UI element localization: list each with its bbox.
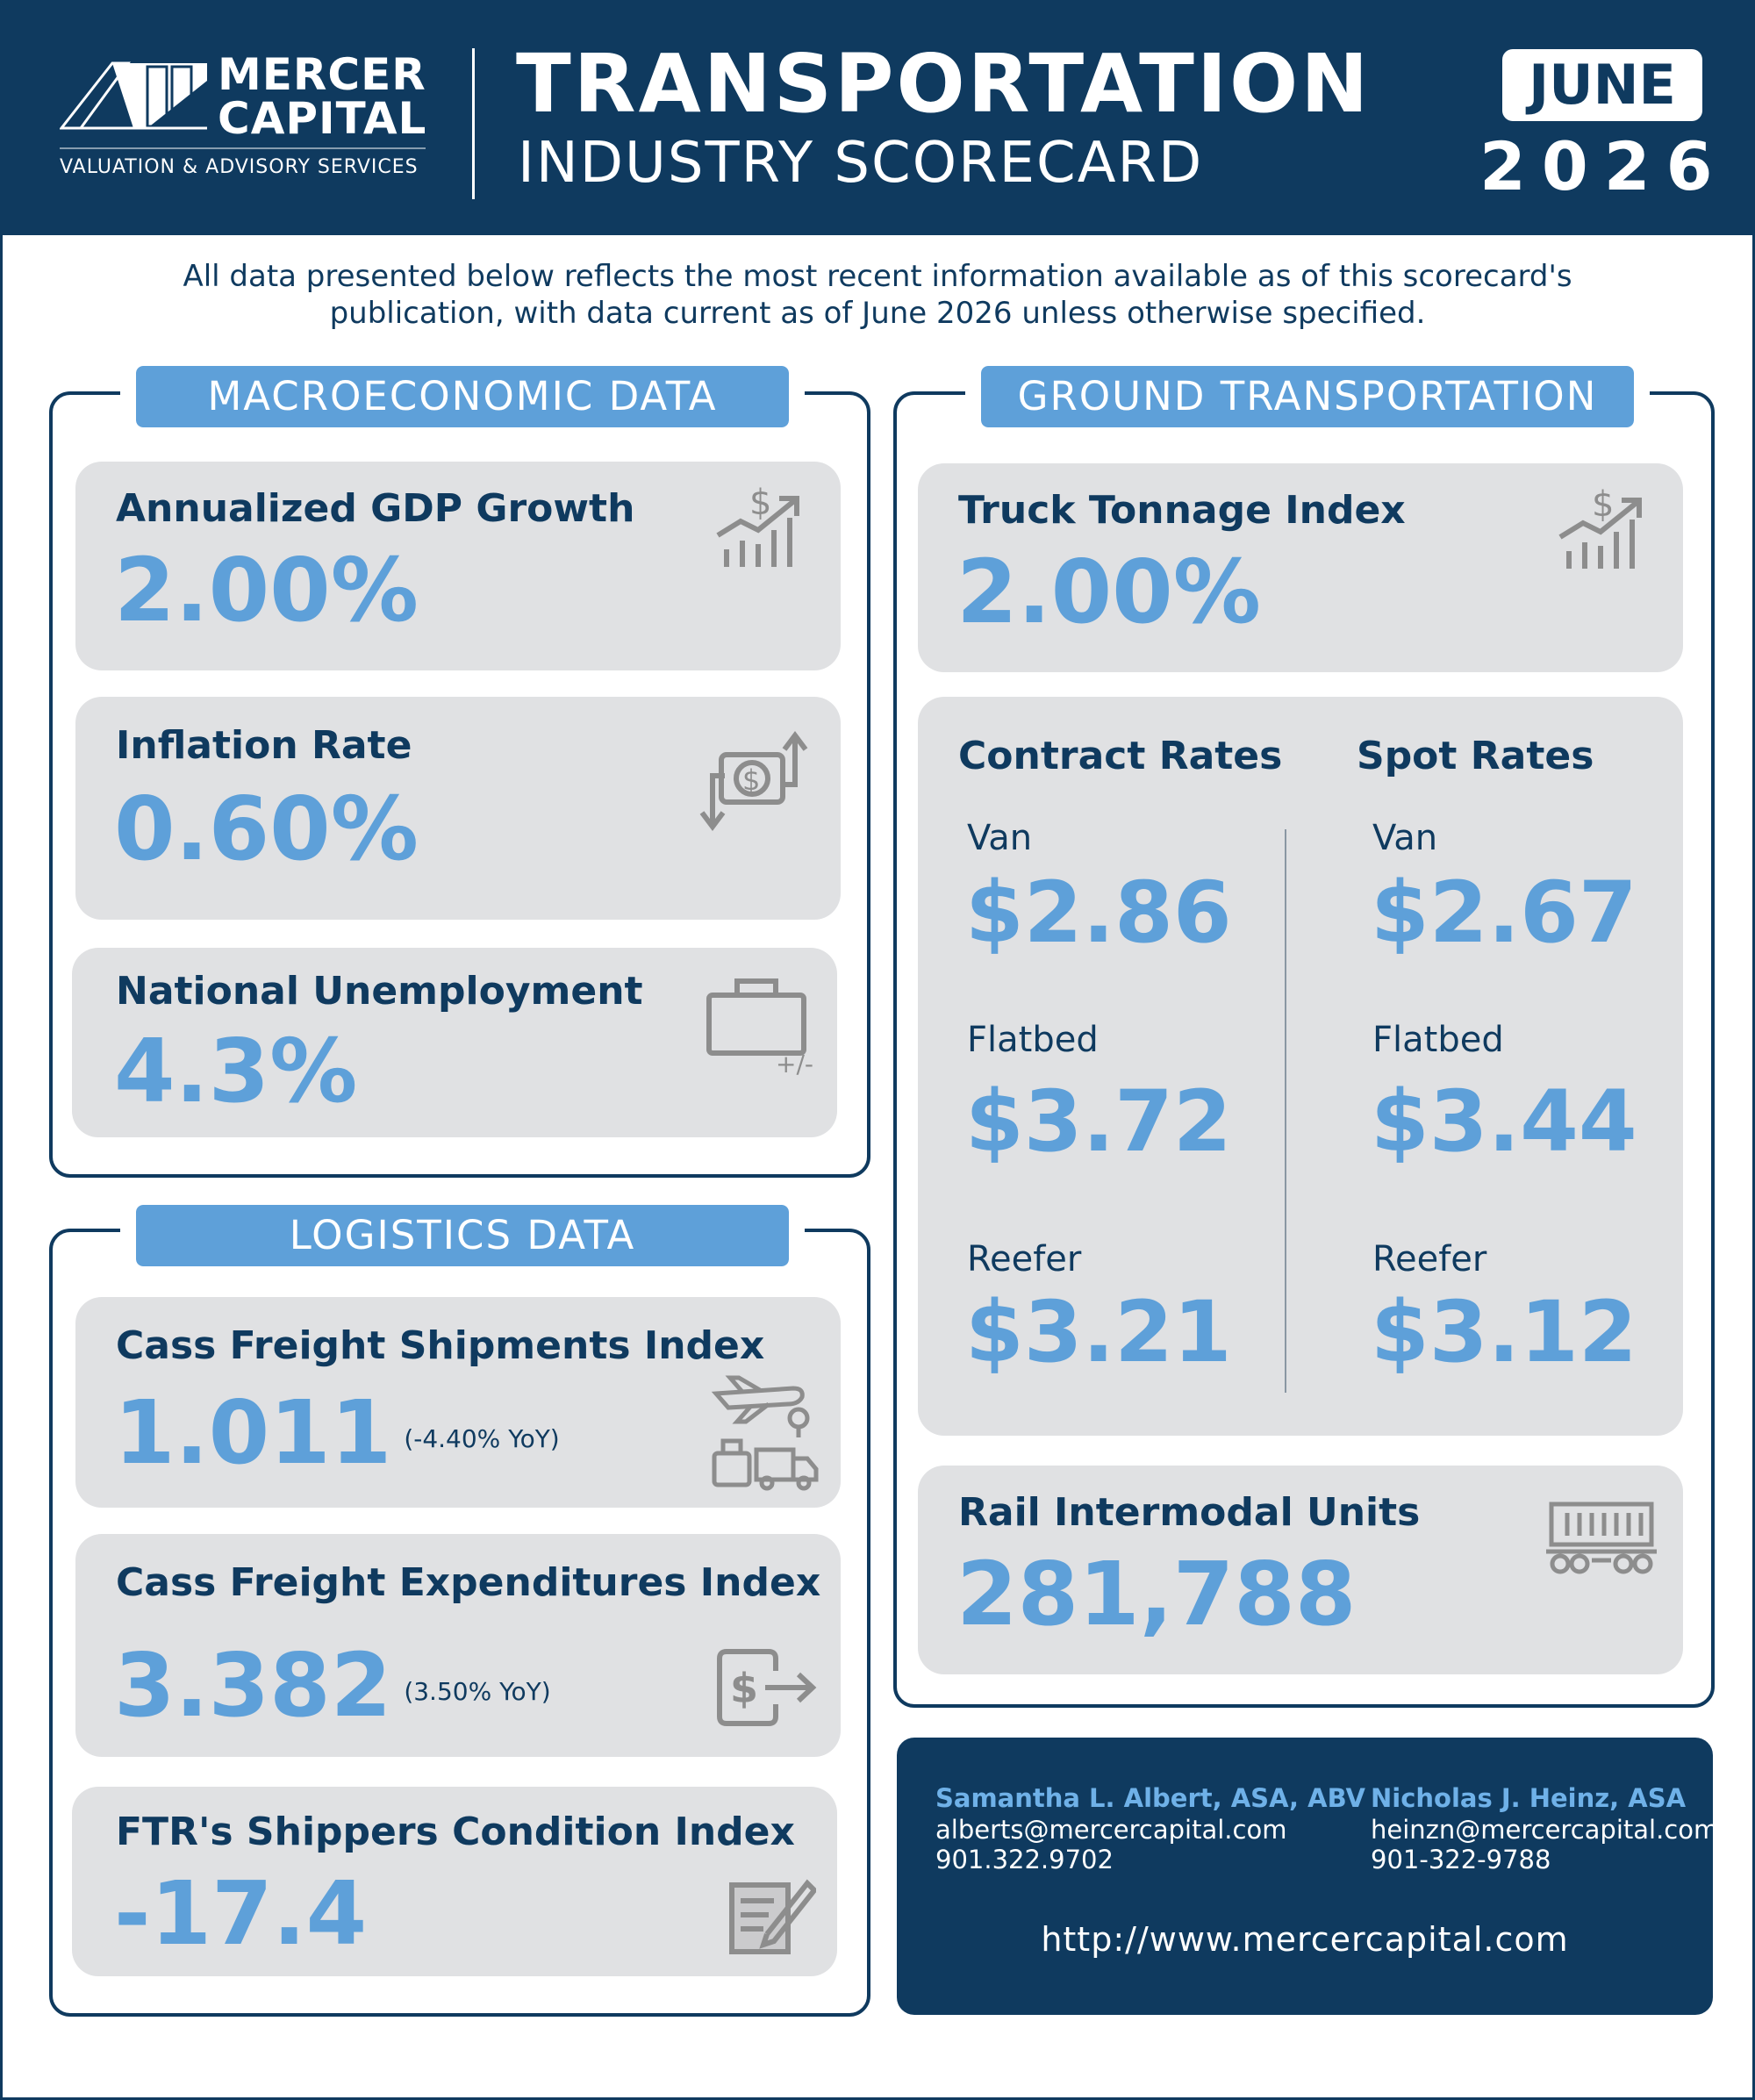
svg-text:$: $ bbox=[742, 763, 760, 797]
scorecard-title: TRANSPORTATION bbox=[516, 37, 1372, 131]
dollar-growth-chart-icon: $ bbox=[1557, 488, 1653, 572]
expenditures-label: Cass Freight Expenditures Index bbox=[116, 1560, 821, 1605]
logistics-title: LOGISTICS DATA bbox=[120, 1189, 805, 1282]
shippers-label: FTR's Shippers Condition Index bbox=[116, 1810, 795, 1854]
truck-tonnage-value: 2.00% bbox=[956, 541, 1261, 643]
spot-reefer-label: Reefer bbox=[1372, 1239, 1487, 1279]
website-link[interactable]: http://www.mercercapital.com bbox=[1041, 1920, 1569, 1959]
dollar-growth-chart-icon: $ bbox=[714, 486, 811, 570]
expenditures-card: Cass Freight Expenditures Index 3.382 (3.… bbox=[75, 1534, 841, 1757]
svg-text:+/-: +/- bbox=[776, 1050, 813, 1079]
gdp-value: 2.00% bbox=[114, 539, 419, 641]
contract-van-value: $2.86 bbox=[965, 864, 1232, 962]
expenditures-number: 3.382 bbox=[114, 1634, 392, 1737]
expenditures-yoy: (3.50% YoY) bbox=[404, 1676, 551, 1706]
spot-flatbed-value: $3.44 bbox=[1371, 1072, 1637, 1171]
contact-1-phone: 901.322.9702 bbox=[935, 1845, 1114, 1874]
inflation-card: Inflation Rate 0.60% $ bbox=[75, 697, 841, 920]
gdp-label: Annualized GDP Growth bbox=[116, 486, 635, 531]
macroeconomic-title: MACROECONOMIC DATA bbox=[120, 350, 805, 443]
header-banner: MERCER CAPITAL VALUATION & ADVISORY SERV… bbox=[0, 0, 1755, 235]
contract-reefer-value: $3.21 bbox=[965, 1283, 1232, 1381]
svg-text:$: $ bbox=[730, 1665, 758, 1712]
rates-card bbox=[918, 697, 1683, 1436]
shippers-value: -17.4 bbox=[114, 1862, 368, 1965]
contact-2-phone: 901-322-9788 bbox=[1371, 1845, 1551, 1874]
company-tagline: VALUATION & ADVISORY SERVICES bbox=[60, 156, 419, 178]
shipments-value: 1.011 (-4.40% YoY) bbox=[114, 1385, 560, 1487]
inflation-label: Inflation Rate bbox=[116, 723, 412, 768]
contact-box: Samantha L. Albert, ASA, ABV alberts@mer… bbox=[897, 1738, 1718, 2015]
freight-modes-icon bbox=[707, 1373, 821, 1492]
spot-van-value: $2.67 bbox=[1371, 864, 1637, 962]
unemployment-card: National Unemployment 4.3% +/- bbox=[72, 948, 837, 1137]
gdp-card: Annualized GDP Growth 2.00% $ bbox=[75, 462, 841, 670]
contract-flatbed-value: $3.72 bbox=[965, 1072, 1232, 1171]
shipments-card: Cass Freight Shipments Index 1.011 (-4.40… bbox=[75, 1297, 841, 1508]
rail-intermodal-value: 281,788 bbox=[956, 1543, 1357, 1645]
logo-divider bbox=[60, 147, 426, 149]
contract-flatbed-label: Flatbed bbox=[967, 1020, 1099, 1060]
expenditures-value: 3.382 (3.50% YoY) bbox=[114, 1638, 551, 1740]
company-name: MERCER CAPITAL bbox=[218, 49, 427, 144]
contact-1-name: Samantha L. Albert, ASA, ABV bbox=[935, 1783, 1365, 1813]
header-divider bbox=[472, 48, 475, 199]
dollar-up-down-arrows-icon: $ bbox=[697, 723, 811, 837]
svg-text:$: $ bbox=[1592, 488, 1614, 525]
shipments-label: Cass Freight Shipments Index bbox=[116, 1323, 765, 1368]
inflation-value: 0.60% bbox=[114, 778, 419, 880]
shipments-number: 1.011 bbox=[114, 1381, 392, 1484]
rates-divider bbox=[1285, 829, 1286, 1393]
rail-car-icon bbox=[1544, 1499, 1658, 1578]
spot-reefer-value: $3.12 bbox=[1371, 1283, 1637, 1381]
month-badge: JUNE bbox=[1502, 49, 1702, 121]
unemployment-value: 4.3% bbox=[114, 1020, 358, 1122]
spot-rates-heading: Spot Rates bbox=[1357, 734, 1594, 778]
spot-van-label: Van bbox=[1372, 818, 1438, 858]
contact-2-name: Nicholas J. Heinz, ASA bbox=[1371, 1783, 1687, 1813]
shipments-yoy: (-4.40% YoY) bbox=[404, 1423, 560, 1453]
shippers-card: FTR's Shippers Condition Index -17.4 bbox=[72, 1787, 837, 1976]
svg-text:$: $ bbox=[749, 486, 771, 523]
mercer-capital-logo-icon bbox=[58, 60, 207, 130]
document-pen-icon bbox=[728, 1876, 816, 1955]
year-label: 2026 bbox=[1479, 127, 1729, 205]
intro-text: All data presented below reflects the mo… bbox=[183, 259, 1572, 331]
rail-intermodal-card: Rail Intermodal Units 281,788 bbox=[918, 1466, 1683, 1674]
ground-transportation-title: GROUND TRANSPORTATION bbox=[965, 350, 1650, 443]
truck-tonnage-label: Truck Tonnage Index bbox=[958, 488, 1406, 533]
spot-flatbed-label: Flatbed bbox=[1372, 1020, 1504, 1060]
rail-intermodal-label: Rail Intermodal Units bbox=[958, 1490, 1421, 1535]
unemployment-label: National Unemployment bbox=[116, 969, 643, 1014]
briefcase-plus-minus-icon: +/- bbox=[704, 976, 827, 1081]
contract-rates-heading: Contract Rates bbox=[958, 734, 1283, 778]
contract-van-label: Van bbox=[967, 818, 1033, 858]
truck-tonnage-card: Truck Tonnage Index 2.00% $ bbox=[918, 463, 1683, 672]
scorecard-subtitle: INDUSTRY SCORECARD bbox=[518, 131, 1204, 196]
contract-reefer-label: Reefer bbox=[967, 1239, 1082, 1279]
contact-2-email[interactable]: heinzn@mercercapital.com bbox=[1371, 1815, 1719, 1845]
contact-1-email[interactable]: alberts@mercercapital.com bbox=[935, 1815, 1287, 1845]
dollar-exit-icon: $ bbox=[714, 1648, 820, 1727]
